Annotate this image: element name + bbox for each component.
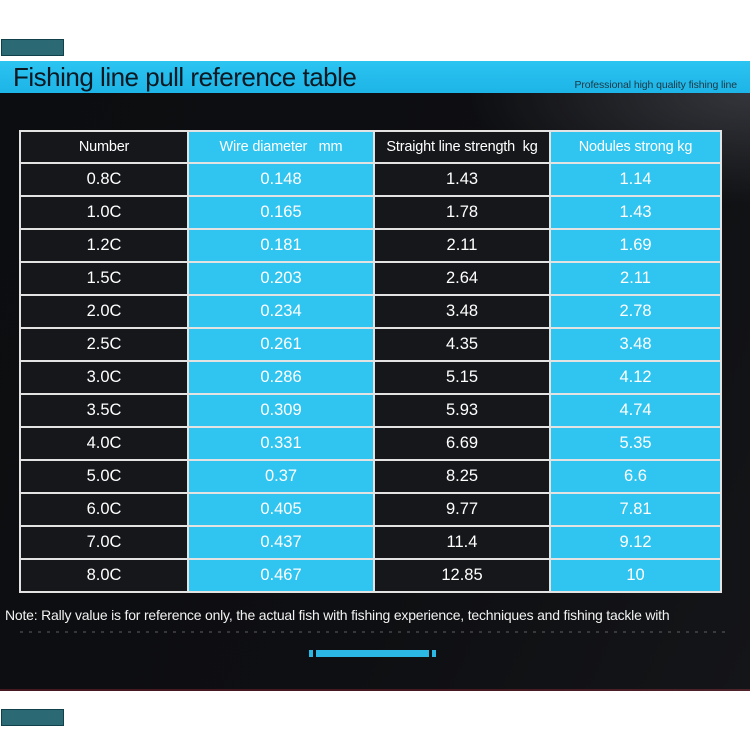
table-cell: 2.11 xyxy=(375,230,549,261)
product-photo-background: Number Wire diameter mm Straight line st… xyxy=(0,93,750,691)
table-cell: 5.15 xyxy=(375,362,549,393)
table-cell: 3.48 xyxy=(551,329,720,360)
page-title: Fishing line pull reference table xyxy=(13,62,357,92)
table-cell: 10 xyxy=(551,560,720,591)
table-cell: 3.48 xyxy=(375,296,549,327)
table-cell: 5.35 xyxy=(551,428,720,459)
table-cell: 1.78 xyxy=(375,197,549,228)
table-cell: 4.12 xyxy=(551,362,720,393)
table-cell: 0.405 xyxy=(189,494,373,525)
column-header-number: Number xyxy=(21,132,187,162)
table-cell: 6.0C xyxy=(21,494,187,525)
corner-mark-top xyxy=(1,39,64,56)
table-cell: 1.69 xyxy=(551,230,720,261)
table-cell: 9.12 xyxy=(551,527,720,558)
table-cell: 1.43 xyxy=(375,164,549,195)
note-text: Note: Rally value is for reference only,… xyxy=(5,607,670,623)
table-cell: 0.165 xyxy=(189,197,373,228)
table-cell: 0.37 xyxy=(189,461,373,492)
table-cell: 0.261 xyxy=(189,329,373,360)
table-cell: 1.5C xyxy=(21,263,187,294)
table-cell: 1.0C xyxy=(21,197,187,228)
table-cell: 6.69 xyxy=(375,428,549,459)
table-cell: 3.0C xyxy=(21,362,187,393)
table-cell: 11.4 xyxy=(375,527,549,558)
table-cell: 2.64 xyxy=(375,263,549,294)
table-cell: 8.25 xyxy=(375,461,549,492)
title-banner: Fishing line pull reference table Profes… xyxy=(0,61,750,93)
table-cell: 12.85 xyxy=(375,560,549,591)
table-cell: 0.148 xyxy=(189,164,373,195)
table-cell: 0.286 xyxy=(189,362,373,393)
table-cell: 4.35 xyxy=(375,329,549,360)
accent-bar xyxy=(309,650,436,657)
table-cell: 0.437 xyxy=(189,527,373,558)
table-cell: 6.6 xyxy=(551,461,720,492)
table-cell: 2.0C xyxy=(21,296,187,327)
table-cell: 7.0C xyxy=(21,527,187,558)
table-cell: 1.14 xyxy=(551,164,720,195)
table-cell: 9.77 xyxy=(375,494,549,525)
column-header-nodules: Nodules strong kg xyxy=(551,132,720,162)
table-cell: 0.331 xyxy=(189,428,373,459)
accent-bar-left-tick xyxy=(309,650,313,657)
table-cell: 4.74 xyxy=(551,395,720,426)
table-cell: 0.467 xyxy=(189,560,373,591)
table-cell: 3.5C xyxy=(21,395,187,426)
table-cell: 2.11 xyxy=(551,263,720,294)
accent-bar-right-tick xyxy=(432,650,436,657)
table-cell: 8.0C xyxy=(21,560,187,591)
column-header-diameter: Wire diameter mm xyxy=(189,132,373,162)
table: Number Wire diameter mm Straight line st… xyxy=(19,130,722,593)
banner-subtitle: Professional high quality fishing line xyxy=(574,79,737,91)
table-cell: 2.5C xyxy=(21,329,187,360)
corner-mark-bottom xyxy=(1,709,64,726)
table-cell: 1.43 xyxy=(551,197,720,228)
table-cell: 5.0C xyxy=(21,461,187,492)
table-cell: 2.78 xyxy=(551,296,720,327)
table-cell: 0.181 xyxy=(189,230,373,261)
table-cell: 4.0C xyxy=(21,428,187,459)
accent-bar-center xyxy=(316,650,429,657)
table-cell: 0.203 xyxy=(189,263,373,294)
table-cell: 1.2C xyxy=(21,230,187,261)
table-cell: 0.234 xyxy=(189,296,373,327)
table-cell: 7.81 xyxy=(551,494,720,525)
dotted-divider xyxy=(20,631,730,633)
table-cell: 0.309 xyxy=(189,395,373,426)
column-header-strength: Straight line strength kg xyxy=(375,132,549,162)
table-cell: 5.93 xyxy=(375,395,549,426)
table-cell: 0.8C xyxy=(21,164,187,195)
